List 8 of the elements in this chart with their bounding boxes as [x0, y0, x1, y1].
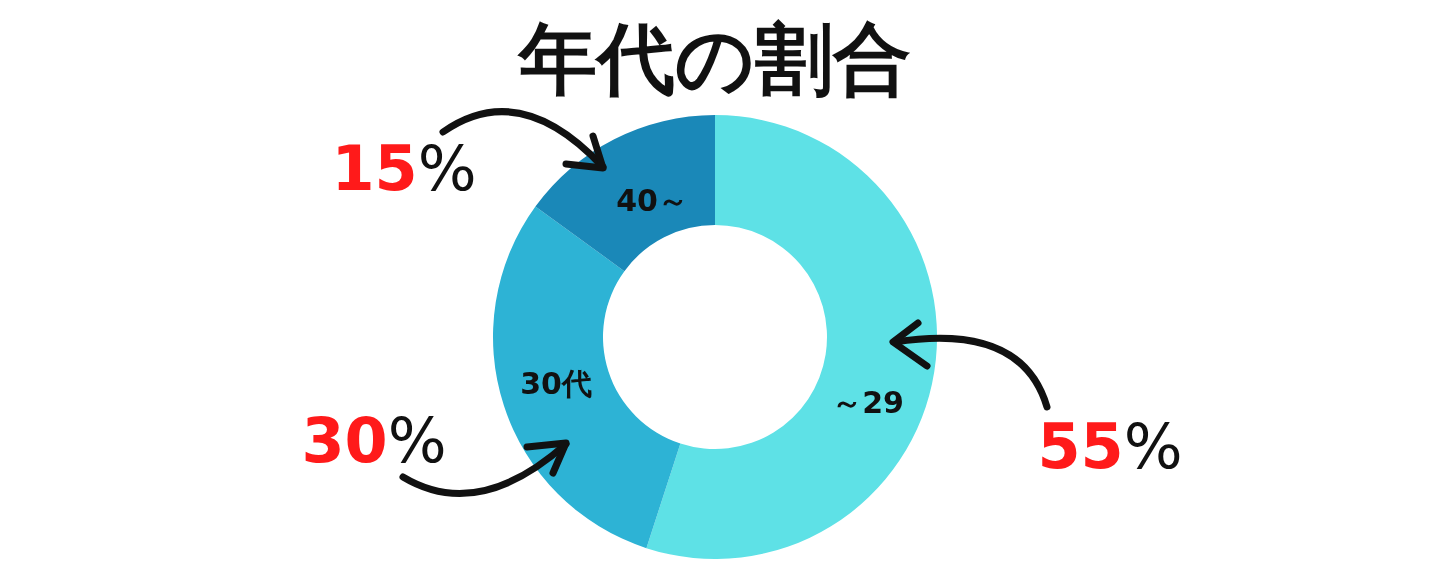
- slice-label: ～29: [832, 384, 904, 420]
- data-label: 15%: [331, 131, 477, 205]
- data-label: 55%: [1037, 409, 1183, 483]
- slice-label: 40～: [616, 182, 688, 218]
- slice-label: 30代: [520, 365, 592, 401]
- data-label: 30%: [301, 403, 447, 477]
- donut-slice: [535, 115, 715, 272]
- chart-title: 年代の割合: [516, 14, 912, 104]
